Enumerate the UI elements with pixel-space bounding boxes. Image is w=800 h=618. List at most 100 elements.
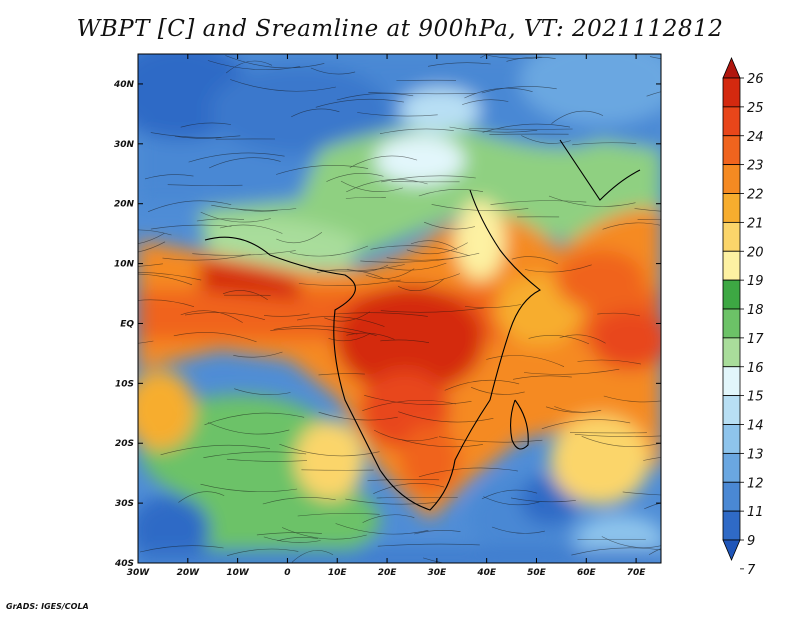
streamline — [414, 529, 461, 535]
streamline — [470, 387, 525, 395]
streamline — [262, 497, 336, 505]
streamline — [227, 548, 299, 556]
streamline — [464, 87, 533, 99]
streamline — [281, 527, 367, 540]
streamline — [277, 537, 319, 542]
streamline — [144, 174, 194, 180]
streamline — [138, 229, 172, 236]
streamline — [370, 245, 470, 257]
colorbar-label: 21 — [747, 216, 764, 231]
streamline — [273, 325, 377, 336]
streamline — [298, 279, 401, 286]
streamline — [444, 379, 520, 391]
streamline — [373, 429, 438, 442]
streamline — [362, 514, 415, 523]
streamline — [192, 250, 296, 256]
colorbar-swatch — [722, 308, 741, 339]
streamline — [138, 301, 139, 303]
streamline — [491, 526, 545, 534]
streamline — [483, 496, 540, 506]
colorbar-label: 15 — [747, 390, 764, 405]
lat-label: 40N — [113, 80, 135, 90]
lon-label: 0 — [284, 568, 290, 578]
lon-label: 70E — [627, 568, 647, 578]
streamline — [234, 388, 291, 395]
streamline — [569, 432, 647, 434]
streamline — [138, 273, 193, 286]
streamline — [402, 439, 483, 448]
streamline — [528, 334, 590, 345]
streamline — [184, 312, 265, 320]
streamline — [646, 91, 661, 97]
streamline — [160, 444, 271, 456]
streamline — [310, 67, 356, 75]
streamline — [464, 304, 522, 308]
streamline — [373, 483, 445, 494]
streamline — [345, 196, 386, 199]
streamline — [150, 224, 232, 230]
streamline — [427, 62, 491, 67]
streamline — [346, 332, 395, 340]
streamline — [648, 548, 661, 555]
streamline — [222, 290, 268, 301]
streamline — [386, 252, 480, 261]
streamline — [418, 189, 484, 197]
colorbar-max-arrow — [722, 56, 741, 79]
streamline — [204, 412, 305, 426]
streamline — [291, 550, 334, 563]
streamline — [207, 60, 301, 71]
streamline — [506, 56, 556, 62]
streamline — [174, 135, 222, 139]
streamline — [381, 175, 476, 183]
streamline — [328, 333, 370, 342]
colorbar-swatch — [722, 510, 741, 541]
latitude-axis: 40N 30N 20N 10N EQ 10S 20S 30S 40S — [113, 80, 661, 569]
longitude-axis: 30W 20W 10W 0 10E 20E 30E 40E 50E 60E 70E — [127, 54, 647, 578]
streamline — [511, 256, 558, 265]
colorbar-swatch — [722, 164, 741, 194]
streamline — [398, 411, 494, 423]
streamline — [324, 311, 370, 322]
streamline — [603, 395, 661, 403]
colorbar-swatch — [722, 193, 741, 223]
streamline — [276, 165, 369, 175]
streamline — [581, 436, 661, 447]
streamline — [180, 310, 243, 323]
streamline — [297, 513, 380, 517]
streamline — [649, 56, 661, 59]
streamline — [431, 204, 529, 211]
streamline — [410, 240, 458, 250]
streamline — [138, 272, 202, 281]
colorbar-label: 16 — [747, 361, 764, 376]
streamline — [468, 128, 573, 130]
lon-label: 20E — [378, 568, 398, 578]
colorbar-label: 20 — [747, 245, 764, 260]
streamline — [571, 547, 661, 556]
streamline — [345, 498, 437, 505]
lon-label: 20W — [177, 568, 201, 578]
lon-label: 50E — [527, 568, 547, 578]
lat-label: 40S — [114, 559, 134, 569]
streamline — [480, 54, 489, 59]
colorbar-label: 7 — [747, 563, 756, 578]
colorbar-swatch — [722, 106, 741, 137]
colorbar-swatch — [722, 135, 741, 166]
streamline — [297, 316, 385, 327]
streamline — [147, 200, 232, 212]
colorbar-label: 22 — [747, 188, 764, 203]
streamline — [365, 268, 415, 279]
colorbar-label: 18 — [747, 303, 764, 318]
colorbar-label: 17 — [747, 332, 764, 347]
streamline — [138, 340, 154, 344]
streamline — [577, 359, 641, 365]
streamline — [548, 195, 636, 207]
lat-label: 20S — [115, 439, 134, 449]
streamline — [326, 172, 384, 182]
colorbar-swatch — [722, 366, 741, 397]
streamline — [380, 339, 430, 343]
streamline — [554, 406, 602, 413]
colorbar-swatch — [722, 250, 741, 281]
streamline — [406, 242, 468, 255]
streamline — [634, 208, 661, 212]
streamline — [349, 155, 418, 168]
